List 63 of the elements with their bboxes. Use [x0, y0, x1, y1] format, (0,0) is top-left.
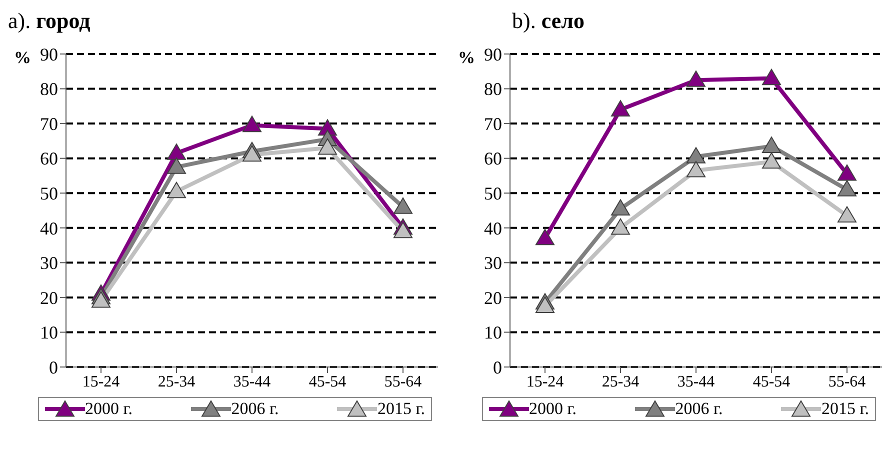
x-tick-label: 25-34: [158, 373, 196, 390]
point: [167, 158, 186, 174]
point: [686, 147, 706, 164]
y-tick-label: 50: [484, 184, 502, 204]
y-tick-label: 30: [484, 253, 502, 274]
y-tick-label: 20: [484, 288, 502, 308]
y-tick-label: 50: [40, 184, 58, 204]
legend-label: 2000 г.: [528, 399, 577, 419]
point: [762, 136, 781, 153]
y-tick-label: 10: [484, 322, 502, 343]
x-tick-label: 15-24: [82, 373, 120, 390]
point: [536, 228, 554, 246]
y-tick-label: 0: [49, 357, 58, 378]
point: [167, 182, 186, 198]
legend-label: 2006 г.: [230, 399, 279, 419]
y-tick-label: 0: [493, 357, 502, 378]
x-tick-label: 45-54: [752, 373, 790, 390]
point: [536, 296, 554, 313]
point: [686, 161, 706, 178]
x-tick-label: 35-44: [677, 373, 715, 390]
legend-label: 2015 г.: [820, 399, 869, 419]
y-tick-label: 70: [484, 114, 502, 134]
point: [762, 68, 781, 86]
point: [762, 152, 781, 169]
point: [92, 291, 110, 308]
y-tick-label: 90: [484, 44, 502, 64]
point: [838, 206, 856, 223]
y-axis-title: %: [458, 48, 475, 68]
point: [242, 116, 262, 132]
point: [167, 144, 186, 160]
legend-label: 2000 г.: [84, 399, 133, 419]
legend-label: 2006 г.: [674, 399, 723, 419]
x-tick-label: 35-44: [233, 373, 271, 390]
y-tick-label: 90: [40, 44, 58, 64]
y-tick-label: 30: [40, 253, 58, 274]
legend-label: 2015 г.: [376, 399, 425, 419]
x-tick-label: 15-24: [526, 373, 564, 390]
point: [838, 180, 856, 196]
point: [242, 145, 262, 162]
y-tick-label: 80: [484, 79, 502, 100]
chart-title: a). город: [8, 8, 92, 35]
x-tick-label: 55-64: [384, 373, 422, 390]
y-tick-label: 70: [40, 114, 58, 134]
y-tick-label: 20: [40, 288, 58, 308]
y-tick-label: 60: [484, 148, 502, 169]
chart-title: b). село: [511, 8, 586, 35]
point: [838, 164, 856, 181]
y-tick-label: 80: [40, 79, 58, 100]
point: [318, 138, 337, 155]
y-tick-label: 60: [40, 148, 58, 169]
y-tick-label: 10: [40, 322, 58, 343]
x-tick-label: 45-54: [308, 373, 346, 390]
point: [394, 198, 412, 214]
y-axis-title: %: [14, 48, 31, 68]
point: [611, 199, 630, 216]
x-tick-label: 55-64: [828, 373, 866, 390]
point: [611, 100, 630, 116]
y-tick-label: 40: [40, 218, 58, 238]
point: [394, 222, 412, 238]
point: [686, 70, 706, 87]
point: [611, 218, 630, 235]
x-tick-label: 25-34: [602, 373, 640, 390]
y-tick-label: 40: [484, 218, 502, 238]
